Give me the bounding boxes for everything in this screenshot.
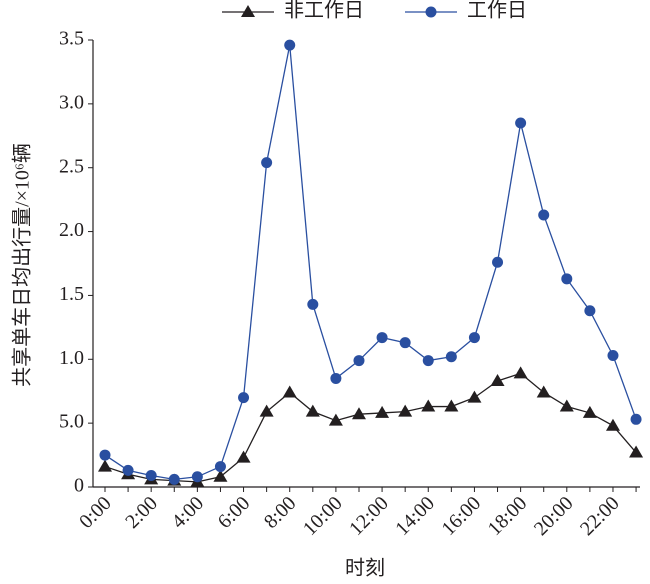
data-point — [99, 449, 111, 461]
data-point — [284, 39, 296, 51]
x-tick-label: 10:00 — [299, 492, 347, 540]
data-point — [305, 404, 320, 417]
data-point — [605, 418, 620, 431]
data-point — [351, 407, 366, 420]
data-point — [328, 413, 343, 426]
data-point — [191, 471, 203, 483]
y-tick-label: 3.0 — [59, 91, 84, 113]
data-point — [513, 366, 528, 379]
data-point — [444, 399, 459, 412]
data-point — [421, 399, 436, 412]
data-point — [98, 459, 112, 472]
x-tick-label: 16:00 — [437, 492, 485, 540]
data-point — [492, 256, 504, 268]
data-point — [259, 404, 274, 417]
series-line — [104, 372, 637, 483]
data-point — [282, 385, 297, 398]
data-point — [584, 305, 596, 317]
data-point — [538, 209, 550, 221]
data-point — [398, 404, 413, 417]
x-tick-label: 2:00 — [121, 492, 162, 533]
data-point — [467, 390, 482, 403]
data-point — [122, 464, 134, 476]
data-point — [307, 298, 319, 310]
x-tick-label: 14:00 — [391, 492, 439, 540]
x-tick-label: 12:00 — [345, 492, 393, 540]
data-point — [168, 473, 180, 485]
data-point — [238, 392, 250, 404]
legend-label: 工作日 — [467, 0, 527, 22]
legend-label: 非工作日 — [284, 0, 364, 22]
legend-marker — [425, 6, 437, 18]
legend-marker — [241, 5, 255, 17]
x-tick-label: 6:00 — [214, 492, 255, 533]
data-point — [422, 355, 434, 367]
data-point — [261, 157, 273, 169]
y-tick-label: 5.0 — [59, 411, 84, 433]
data-point — [468, 332, 480, 344]
y-tick-label: 3.5 — [59, 28, 84, 50]
data-point — [330, 372, 342, 384]
data-point — [145, 470, 157, 482]
data-point — [399, 337, 411, 349]
data-point — [630, 413, 642, 425]
y-tick-label: 2.0 — [59, 219, 84, 241]
data-point — [490, 373, 505, 386]
x-tick-label: 8:00 — [260, 492, 301, 533]
data-point — [559, 399, 574, 412]
y-tick-label: 0 — [74, 475, 84, 497]
data-point — [375, 405, 390, 418]
x-tick-label: 0:00 — [75, 492, 116, 533]
data-point — [536, 385, 551, 398]
data-point — [213, 469, 228, 482]
x-tick-label: 4:00 — [167, 492, 208, 533]
data-point — [607, 349, 619, 361]
y-axis-label: 共享单车日均出行量/×10⁶辆 — [11, 143, 34, 387]
x-tick-label: 22:00 — [576, 492, 624, 540]
y-tick-label: 2.5 — [59, 155, 84, 177]
y-tick-label: 1.5 — [59, 283, 84, 305]
data-point — [445, 351, 457, 363]
y-tick-label: 1.0 — [59, 347, 84, 369]
data-point — [376, 332, 388, 344]
data-point — [561, 273, 573, 285]
data-point — [214, 461, 226, 473]
data-point — [629, 445, 644, 458]
x-tick-label: 18:00 — [484, 492, 532, 540]
data-point — [353, 355, 365, 367]
data-point — [582, 405, 597, 418]
data-point — [515, 117, 527, 129]
x-tick-label: 20:00 — [530, 492, 578, 540]
x-axis-label: 时刻 — [345, 557, 385, 580]
data-point — [236, 450, 251, 463]
